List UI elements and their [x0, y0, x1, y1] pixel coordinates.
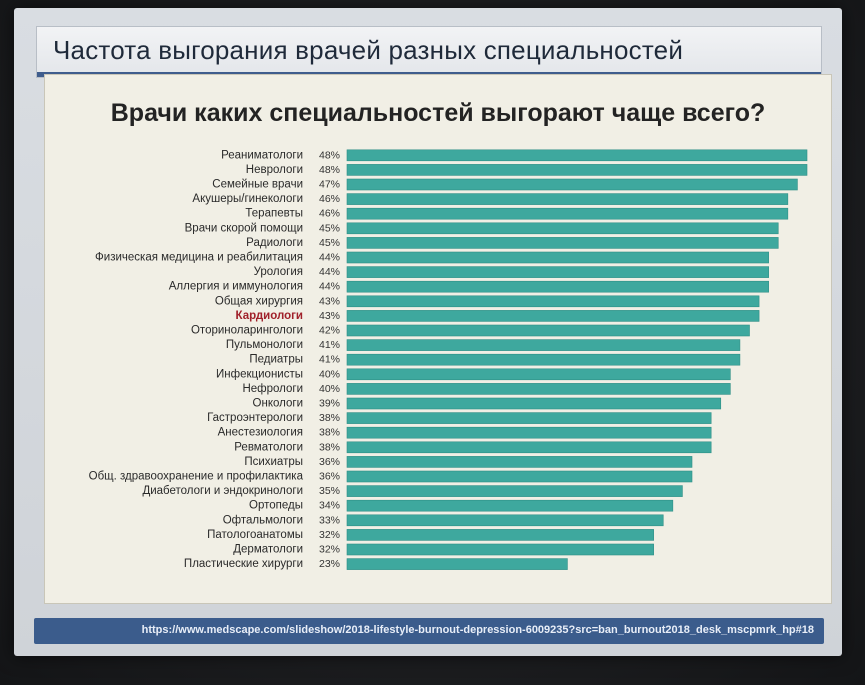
- source-url[interactable]: https://www.medscape.com/slideshow/2018-…: [141, 624, 814, 636]
- value-label: 39%: [319, 398, 340, 410]
- value-label: 44%: [319, 252, 340, 264]
- category-label: Общ. здравоохранение и профилактика: [89, 471, 304, 483]
- value-label: 32%: [319, 544, 340, 556]
- category-label: Психиатры: [244, 456, 303, 468]
- category-label: Неврологи: [246, 164, 303, 176]
- category-label: Семейные врачи: [212, 179, 303, 191]
- bar: [346, 280, 769, 293]
- slide-title: Частота выгорания врачей разных специаль…: [53, 35, 684, 65]
- bar: [346, 164, 808, 176]
- value-label: 40%: [319, 368, 340, 380]
- value-label: 42%: [319, 325, 340, 337]
- bar: [346, 295, 760, 308]
- category-label: Ревматологи: [234, 441, 303, 453]
- value-label: 43%: [319, 310, 340, 322]
- bar: [346, 499, 674, 512]
- category-label: Врачи скорой помощи: [185, 222, 303, 234]
- value-label: 46%: [319, 193, 340, 205]
- presentation-slide: Частота выгорания врачей разных специаль…: [14, 8, 842, 656]
- value-label: 46%: [319, 208, 340, 220]
- bar: [346, 207, 789, 220]
- category-label: Общая хирургия: [215, 295, 303, 307]
- category-label: Физическая медицина и реабилитация: [95, 252, 303, 264]
- bar: [346, 514, 664, 527]
- chart-title: Врачи каких специальностей выгорают чаще…: [110, 99, 766, 127]
- bar: [346, 558, 568, 570]
- bar: [346, 397, 722, 410]
- bar: [346, 149, 808, 162]
- category-label: Патологоанатомы: [207, 529, 303, 541]
- value-label: 47%: [319, 179, 340, 191]
- category-label: Радиологи: [246, 237, 303, 249]
- category-label: Аллергия и иммунология: [169, 281, 303, 293]
- bar: [346, 426, 712, 439]
- value-label: 45%: [319, 237, 340, 249]
- bar: [346, 339, 741, 351]
- bar: [346, 353, 741, 366]
- category-label: Дерматологи: [233, 544, 303, 556]
- slide-title-bar: Частота выгорания врачей разных специаль…: [36, 26, 822, 78]
- category-label: Реаниматологи: [221, 149, 303, 161]
- value-label: 33%: [319, 514, 340, 526]
- bar: [346, 237, 779, 249]
- chart-panel: Врачи каких специальностей выгорают чаще…: [44, 74, 832, 604]
- source-bar: https://www.medscape.com/slideshow/2018-…: [34, 618, 824, 644]
- category-label: Акушеры/гинекологи: [192, 193, 303, 205]
- bar: [346, 456, 693, 468]
- bar: [346, 193, 789, 205]
- category-label: Терапевты: [245, 208, 303, 220]
- bar: [346, 441, 712, 454]
- value-label: 48%: [319, 149, 340, 161]
- value-label: 38%: [319, 412, 340, 424]
- value-label: 23%: [319, 558, 340, 570]
- category-label: Пульмонологи: [226, 339, 303, 351]
- category-label: Педиатры: [249, 354, 303, 366]
- value-label: 32%: [319, 529, 340, 541]
- value-label: 48%: [319, 164, 340, 176]
- value-label: 40%: [319, 383, 340, 395]
- bar: [346, 310, 760, 322]
- category-label: Ортопеды: [249, 500, 303, 512]
- category-label: Пластические хирурги: [184, 558, 303, 570]
- category-label: Кардиологи: [236, 310, 303, 322]
- value-label: 38%: [319, 427, 340, 439]
- value-label: 44%: [319, 281, 340, 293]
- bar: [346, 251, 769, 264]
- category-label: Офтальмологи: [223, 514, 303, 526]
- value-label: 41%: [319, 339, 340, 351]
- category-label: Инфекционисты: [216, 368, 303, 380]
- category-label: Урология: [254, 266, 303, 278]
- category-label: Гастроэнтерологи: [207, 412, 303, 424]
- bar: [346, 470, 693, 483]
- bar-chart: Реаниматологи 48% Неврологи 48% Семейные вра…: [89, 149, 808, 570]
- bar: [346, 368, 731, 381]
- value-label: 44%: [319, 266, 340, 278]
- value-label: 36%: [319, 456, 340, 468]
- bar: [346, 266, 769, 278]
- value-label: 41%: [319, 354, 340, 366]
- value-label: 38%: [319, 441, 340, 453]
- bar: [346, 485, 683, 497]
- value-label: 35%: [319, 485, 340, 497]
- bar: [346, 324, 750, 337]
- value-label: 45%: [319, 222, 340, 234]
- bar: [346, 412, 712, 424]
- category-label: Анестезиология: [218, 427, 303, 439]
- bar: [346, 383, 731, 395]
- category-label: Диабетологи и эндокринологи: [142, 485, 303, 497]
- category-label: Нефрологи: [242, 383, 303, 395]
- value-label: 34%: [319, 500, 340, 512]
- value-label: 43%: [319, 295, 340, 307]
- bar: [346, 529, 654, 541]
- category-label: Оториноларингологи: [191, 325, 303, 337]
- bar: [346, 543, 654, 556]
- bar: [346, 222, 779, 235]
- bar: [346, 178, 798, 191]
- value-label: 36%: [319, 471, 340, 483]
- category-label: Онкологи: [253, 398, 303, 410]
